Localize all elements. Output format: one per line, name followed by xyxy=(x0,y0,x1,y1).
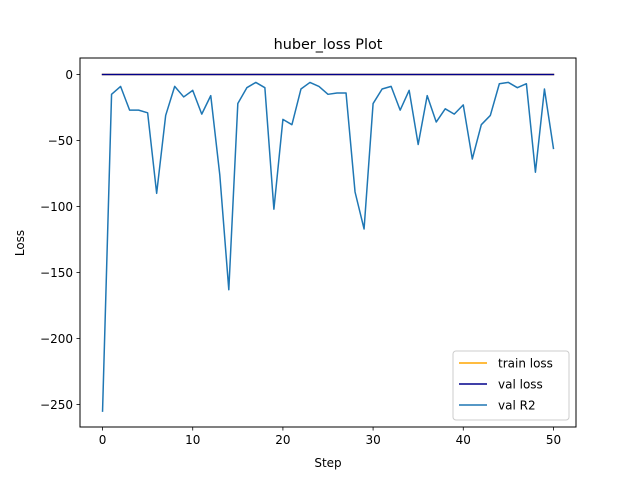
y-axis: 0 −50 −100 −150 −200 −250 xyxy=(40,68,80,412)
plot-frame xyxy=(79,57,577,428)
x-tick-label: 40 xyxy=(456,433,471,447)
x-tick-label: 50 xyxy=(546,433,561,447)
legend: train loss val loss val R2 xyxy=(452,350,570,421)
x-tick-label: 30 xyxy=(365,433,380,447)
y-axis-label: Loss xyxy=(13,230,27,256)
legend-label-val-loss: val loss xyxy=(498,378,543,392)
x-tick-label: 20 xyxy=(275,433,290,447)
y-tick-label: −50 xyxy=(48,134,73,148)
y-tick-label: −250 xyxy=(40,398,73,412)
x-axis: 0 10 20 30 40 50 xyxy=(99,427,561,447)
x-axis-label: Step xyxy=(314,456,341,470)
chart-title: huber_loss Plot xyxy=(274,37,383,53)
legend-frame xyxy=(452,350,570,421)
legend-label-val-r2: val R2 xyxy=(498,399,536,413)
x-tick-label: 0 xyxy=(99,433,107,447)
y-tick-label: −150 xyxy=(40,266,73,280)
y-tick-label: 0 xyxy=(65,68,73,82)
legend-label-train-loss: train loss xyxy=(498,357,553,371)
x-tick-label: 10 xyxy=(185,433,200,447)
y-tick-label: −100 xyxy=(40,200,73,214)
series-line-val-r2 xyxy=(101,81,555,412)
series-layer xyxy=(101,73,555,412)
y-tick-label: −200 xyxy=(40,332,73,346)
